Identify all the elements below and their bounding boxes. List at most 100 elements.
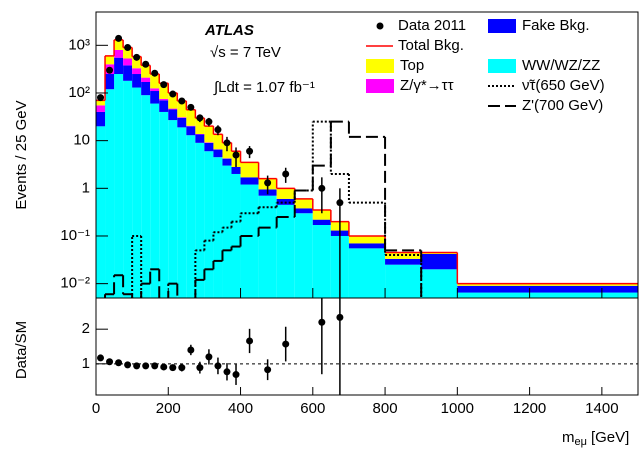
stack-segment xyxy=(186,125,196,127)
stack-segment xyxy=(204,126,214,143)
ratio-point xyxy=(187,346,195,354)
stack-segment xyxy=(258,195,277,298)
ratio-point xyxy=(124,361,132,369)
stack-segment xyxy=(168,120,178,298)
data-point xyxy=(106,66,114,74)
legend-label: WW/WZ/ZZ xyxy=(522,57,600,74)
stack-segment xyxy=(177,117,187,128)
stack-segment xyxy=(123,80,133,298)
stack-segment xyxy=(132,87,142,298)
data-point xyxy=(214,126,222,134)
y-tick-label: 10 xyxy=(73,132,90,149)
lumi-label: ∫Ldt = 1.07 fb⁻¹ xyxy=(213,79,315,96)
data-point xyxy=(196,114,204,122)
y-tick-label: 10² xyxy=(68,84,90,101)
stack-segment xyxy=(186,135,196,298)
stack-segment xyxy=(240,162,259,178)
stack-segment xyxy=(177,100,187,118)
data-point xyxy=(133,53,141,61)
stack-segment xyxy=(222,158,232,166)
data-point xyxy=(169,90,177,98)
data-point xyxy=(282,170,290,178)
stack-segment xyxy=(294,198,313,209)
legend-label: ν̃τ(650 GeV) xyxy=(522,77,605,94)
stack-segment xyxy=(231,167,241,174)
stack-segment xyxy=(421,253,458,270)
stack-segment xyxy=(96,126,106,298)
energy-label: √s = 7 TeV xyxy=(210,44,281,61)
stack-segment xyxy=(276,188,295,199)
stack-segment xyxy=(195,142,205,298)
stack-segment xyxy=(150,91,160,104)
ratio-point xyxy=(142,362,150,370)
stack-segment xyxy=(96,100,106,106)
stack-segment xyxy=(195,118,205,134)
stack-segment xyxy=(385,258,422,265)
stack-segment xyxy=(457,292,638,298)
data-point xyxy=(142,60,150,68)
x-label-unit: [GeV] xyxy=(591,429,629,446)
ratio-point xyxy=(115,359,123,367)
data-point xyxy=(223,139,231,147)
stack-segment xyxy=(276,204,295,298)
ratio-point xyxy=(223,368,231,376)
ratio-y-axis-label: Data/SM xyxy=(13,321,30,379)
ratio-point xyxy=(160,363,168,371)
x-tick-label: 0 xyxy=(92,400,100,417)
stack-segment xyxy=(132,68,142,75)
legend-label: Top xyxy=(400,57,424,74)
stack-segment xyxy=(222,165,232,298)
ratio-y-tick-label: 2 xyxy=(82,320,90,337)
data-point xyxy=(97,94,105,102)
stack-segment xyxy=(159,100,169,112)
legend-label: Fake Bkg. xyxy=(522,17,590,34)
stack-segment xyxy=(186,126,196,136)
stack-segment xyxy=(114,39,124,50)
ratio-panel xyxy=(96,298,638,395)
stack-segment xyxy=(105,89,115,298)
y-tick-label: 10⁻¹ xyxy=(60,227,90,244)
stack-segment xyxy=(195,134,205,143)
legend-swatch xyxy=(488,19,516,33)
data-point xyxy=(187,103,195,111)
ratio-frame xyxy=(95,297,639,396)
stack-segment xyxy=(123,58,133,66)
stack-segment xyxy=(240,177,259,185)
x-tick-label: 200 xyxy=(156,400,181,417)
stack-segment xyxy=(114,74,124,298)
ratio-point xyxy=(246,337,254,345)
overlay: ATLAS √s = 7 TeV ∫Ldt = 1.07 fb⁻¹ Events… xyxy=(13,11,639,448)
x-label-main: m xyxy=(562,429,575,446)
stack-segment xyxy=(186,109,196,126)
stack-segment xyxy=(168,109,178,121)
ratio-point xyxy=(232,371,240,379)
ratio-point xyxy=(336,313,344,321)
stack-segment xyxy=(114,49,124,58)
data-point xyxy=(336,199,344,207)
stack-segment xyxy=(294,213,313,298)
legend-swatch xyxy=(366,79,394,93)
stack-segment xyxy=(457,283,638,286)
ratio-point xyxy=(318,318,326,326)
stack-segment xyxy=(123,65,133,81)
data-point xyxy=(205,118,213,126)
stack-segment xyxy=(141,81,151,96)
stack-segment xyxy=(240,184,259,298)
stack-segment xyxy=(168,108,178,110)
ratio-y-tick-label: 1 xyxy=(82,355,90,372)
legend-swatch xyxy=(366,59,394,73)
ratio-point xyxy=(178,364,186,372)
stack-segment xyxy=(114,57,124,75)
x-tick-label: 1200 xyxy=(513,400,546,417)
stack-segment xyxy=(213,149,223,158)
stack-segment xyxy=(96,111,106,127)
stack-segment xyxy=(385,264,422,298)
stack-segment xyxy=(213,157,223,298)
stack-segment xyxy=(150,103,160,298)
y-tick-label: 10⁻² xyxy=(60,275,90,292)
ratio-point xyxy=(97,354,105,362)
data-point xyxy=(115,34,123,42)
legend-data-marker xyxy=(376,22,384,30)
stack-segment xyxy=(213,134,223,150)
ratio-point xyxy=(133,362,141,370)
